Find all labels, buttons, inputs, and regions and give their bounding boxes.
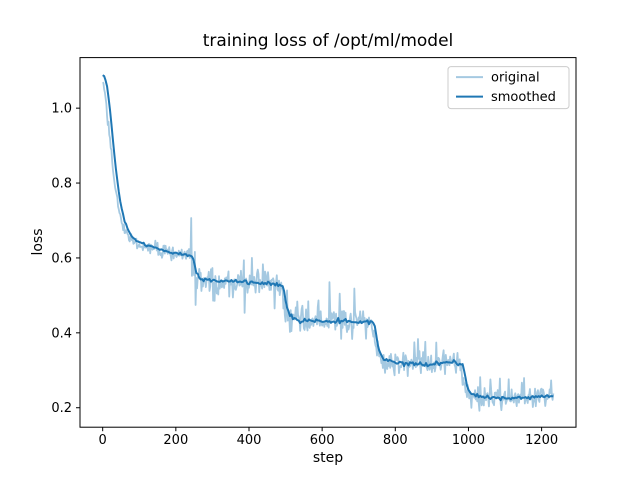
- x-axis-label: step: [312, 450, 344, 466]
- y-axis-label: loss: [30, 228, 46, 256]
- y-tick-label: 0.8: [51, 177, 72, 192]
- smoothed-series-line: [102, 74, 554, 402]
- original-series-line: [102, 81, 555, 412]
- legend-frame: [447, 66, 570, 110]
- x-tick-label: 400: [237, 433, 262, 448]
- legend: original smoothed: [447, 66, 570, 110]
- x-tick-label: 800: [383, 433, 408, 448]
- y-tick-label: 0.4: [51, 326, 72, 341]
- x-tick-label: 1000: [452, 433, 485, 448]
- x-tick-label: 600: [310, 433, 335, 448]
- y-tick-label: 0.6: [51, 251, 72, 266]
- chart-title: training loss of /opt/ml/model: [202, 31, 454, 51]
- y-tick-label: 0.2: [51, 401, 72, 416]
- axes-frame: [79, 57, 577, 428]
- x-tick-label: 1200: [525, 433, 558, 448]
- legend-label-original: original: [491, 71, 540, 86]
- y-tick-label: 1.0: [51, 102, 72, 117]
- x-tick-label: 200: [163, 433, 188, 448]
- x-tick-label: 0: [99, 433, 107, 448]
- legend-label-smoothed: smoothed: [491, 90, 556, 105]
